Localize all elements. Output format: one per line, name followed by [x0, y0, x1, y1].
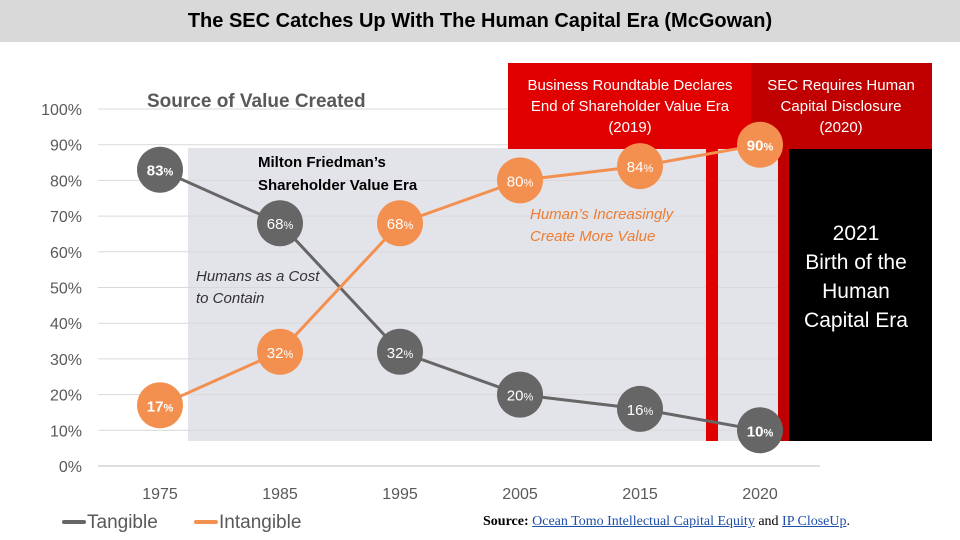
- human-value-annotation-line2: Create More Value: [530, 228, 655, 245]
- friedman-annotation-line1: Milton Friedman’s: [258, 154, 386, 171]
- human-value-annotation-line1: Human’s Increasingly: [530, 206, 675, 223]
- tangible-data-point: [737, 407, 783, 454]
- intangible-data-point: [737, 121, 783, 168]
- friedman-annotation-line2: Shareholder Value Era: [258, 177, 418, 194]
- y-tick-label: 70%: [50, 209, 82, 226]
- x-tick-label: 2015: [622, 486, 658, 503]
- tangible-data-point: [497, 371, 543, 418]
- tangible-data-label: 83%: [147, 163, 174, 180]
- legend-intangible-label: Intangible: [219, 512, 301, 533]
- x-tick-label: 1985: [262, 486, 298, 503]
- series-layer: 83% 68% 32% 20% 16% 10% 17% 32% 68% 80% 84% 90%: [137, 121, 783, 454]
- human-capital-era-box: [780, 149, 932, 441]
- intangible-data-point: [617, 143, 663, 190]
- intangible-data-point: [257, 328, 303, 375]
- ocean-tomo-link[interactable]: Ocean Tomo Intellectual Capital Equity: [532, 514, 755, 529]
- legend-tangible-label: Tangible: [87, 512, 158, 533]
- page-title: The SEC Catches Up With The Human Capita…: [0, 0, 960, 42]
- x-tick-label: 1995: [382, 486, 418, 503]
- y-tick-label: 10%: [50, 423, 82, 440]
- tangible-data-label: 16%: [627, 402, 654, 419]
- intangible-data-point: [137, 382, 183, 429]
- sec-text-line2: Capital Disclosure: [781, 98, 902, 115]
- sec-text-line1: SEC Requires Human: [767, 77, 915, 94]
- intangible-data-label: 80%: [507, 173, 534, 190]
- legend: Tangible Intangible: [62, 512, 301, 533]
- title-text: The SEC Catches Up With The Human Capita…: [187, 9, 773, 32]
- tangible-data-label: 10%: [747, 423, 774, 440]
- intangible-data-label: 84%: [627, 159, 654, 176]
- source-citation: Source: Ocean Tomo Intellectual Capital …: [483, 514, 850, 530]
- era-text-line1: 2021: [833, 222, 880, 245]
- intangible-data-label: 17%: [147, 398, 174, 415]
- y-tick-label: 60%: [50, 245, 82, 262]
- intangible-data-point: [377, 200, 423, 247]
- y-tick-label: 90%: [50, 138, 82, 155]
- tangible-data-point: [617, 385, 663, 432]
- tangible-data-label: 68%: [267, 216, 294, 233]
- x-tick-label: 2005: [502, 486, 538, 503]
- brt-text-line1: Business Roundtable Declares: [527, 77, 732, 94]
- source-end: .: [846, 514, 850, 529]
- tangible-data-label: 20%: [507, 388, 534, 405]
- source-label: Source:: [483, 514, 529, 529]
- x-tick-label: 2020: [742, 486, 778, 503]
- tangible-data-label: 32%: [387, 345, 414, 362]
- ip-closeup-link[interactable]: IP CloseUp: [782, 514, 847, 529]
- brt-text-line2: End of Shareholder Value Era: [531, 98, 730, 115]
- tangible-data-point: [377, 328, 423, 375]
- tangible-data-point: [137, 146, 183, 193]
- era-text-line3: Human: [822, 280, 890, 303]
- y-tick-label: 80%: [50, 173, 82, 190]
- brt-text-line3: (2019): [608, 119, 651, 136]
- y-tick-label: 100%: [41, 102, 82, 119]
- sec-annotation-box: [751, 63, 932, 149]
- brt-annotation-box: [508, 63, 751, 149]
- intangible-data-point: [497, 157, 543, 204]
- y-axis-ticks: 0% 10% 20% 30% 40% 50% 60% 70% 80% 90% 100%: [41, 102, 82, 476]
- cost-annotation-line2: to Contain: [196, 290, 264, 307]
- tangible-data-point: [257, 200, 303, 247]
- intangible-data-label: 68%: [387, 216, 414, 233]
- intangible-data-label: 90%: [747, 138, 774, 155]
- y-tick-label: 20%: [50, 388, 82, 405]
- y-tick-label: 0%: [59, 459, 82, 476]
- y-tick-label: 50%: [50, 281, 82, 298]
- sec-marker-bar: [778, 149, 789, 441]
- y-tick-label: 30%: [50, 352, 82, 369]
- y-tick-label: 40%: [50, 316, 82, 333]
- era-text-line2: Birth of the: [805, 251, 907, 274]
- x-tick-label: 1975: [142, 486, 178, 503]
- shareholder-era-shading: [188, 148, 780, 441]
- chart-title: Source of Value Created: [147, 91, 366, 112]
- sec-text-line3: (2020): [819, 119, 862, 136]
- source-connector: and: [758, 514, 779, 529]
- intangible-data-label: 32%: [267, 345, 294, 362]
- brt-marker-bar: [706, 149, 718, 441]
- x-axis-ticks: 1975 1985 1995 2005 2015 2020: [142, 486, 778, 503]
- era-text-line4: Capital Era: [804, 309, 908, 332]
- cost-annotation-line1: Humans as a Cost: [196, 268, 320, 285]
